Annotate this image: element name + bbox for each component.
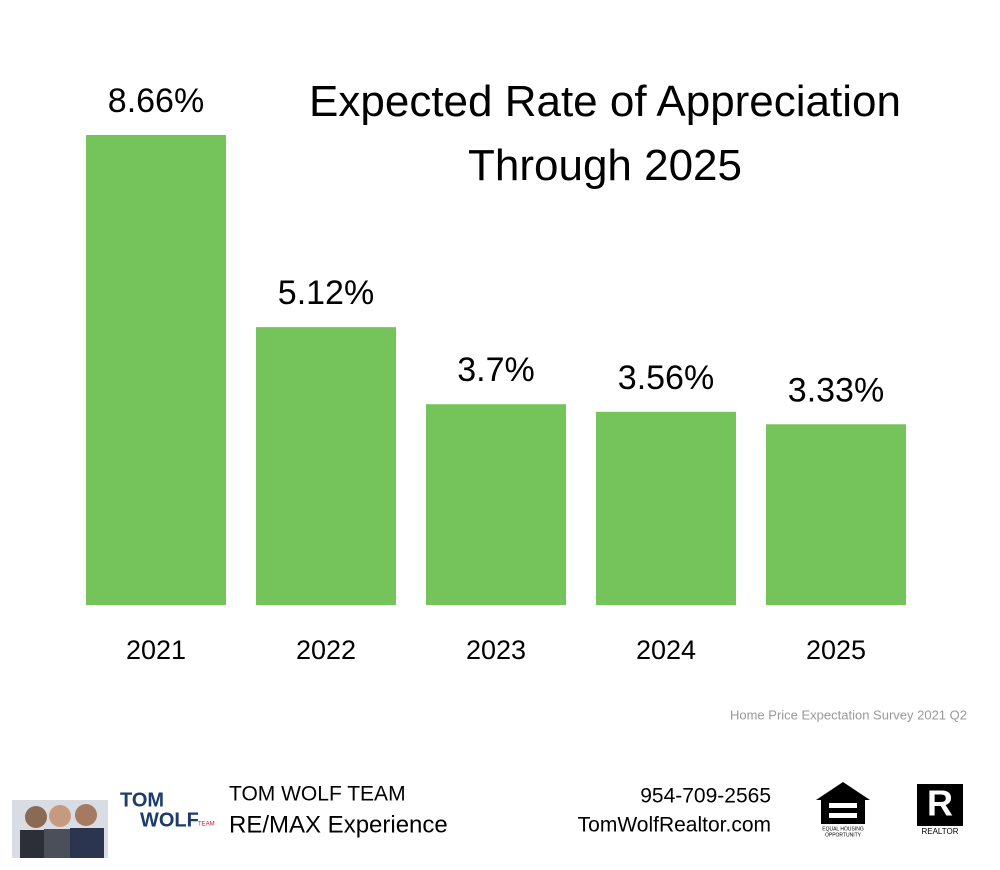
phone: 954-709-2565 [640, 785, 771, 808]
value-label: 3.56% [618, 359, 714, 397]
bar [596, 411, 736, 605]
x-tick-label: 2021 [126, 635, 186, 665]
team-photo [12, 800, 108, 858]
team-name: TOM WOLF TEAM [229, 783, 406, 806]
value-label: 3.7% [457, 351, 535, 389]
equal-housing-icon [816, 782, 870, 824]
bar [766, 424, 906, 605]
bar [256, 327, 396, 605]
x-tick-label: 2025 [806, 635, 866, 665]
bar [426, 404, 566, 605]
equal-housing-line: EQUAL HOUSING [822, 826, 864, 832]
company-name: RE/MAX Experience [229, 811, 448, 838]
realtor-mark: R [927, 783, 953, 824]
value-label: 3.33% [788, 371, 884, 409]
x-tick-label: 2023 [466, 635, 526, 665]
website: TomWolfRealtor.com [578, 814, 771, 837]
chart-title: Expected Rate of Appreciation Through 20… [309, 77, 901, 190]
logo-small: TEAM [198, 822, 215, 828]
source-note: Home Price Expectation Survey 2021 Q2 [730, 707, 967, 722]
value-label: 5.12% [278, 274, 374, 312]
equal-housing-line: OPPORTUNITY [825, 832, 862, 838]
bar [86, 135, 226, 606]
logo-bottom: WOLF [140, 809, 199, 831]
realtor-label: REALTOR [921, 827, 958, 836]
x-tick-label: 2024 [636, 635, 696, 665]
value-label: 8.66% [108, 82, 204, 120]
logo-top: TOM [120, 789, 164, 811]
realtor-box [917, 784, 963, 826]
x-tick-label: 2022 [296, 635, 356, 665]
